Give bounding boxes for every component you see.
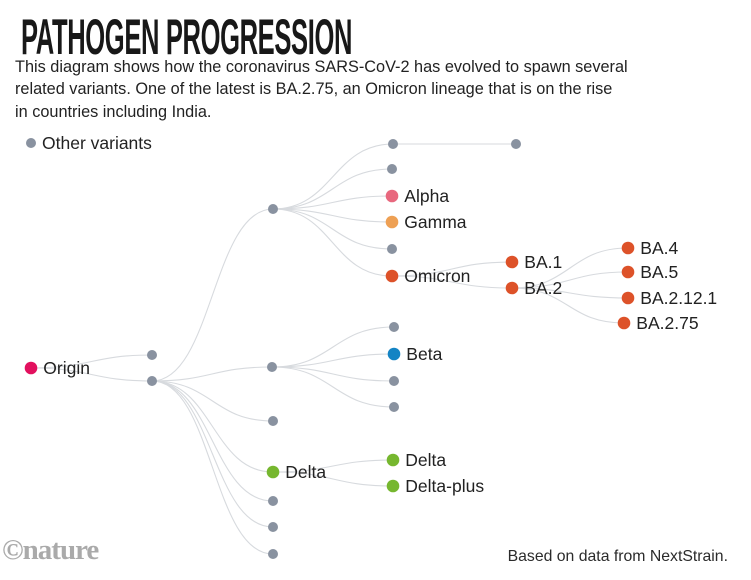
svg-text:BA.2.12.1: BA.2.12.1: [640, 288, 717, 308]
svg-text:BA.5: BA.5: [640, 262, 678, 282]
svg-text:Other variants: Other variants: [42, 133, 152, 153]
svg-text:BA.1: BA.1: [524, 252, 562, 272]
svg-text:BA.2: BA.2: [524, 278, 562, 298]
svg-text:Omicron: Omicron: [404, 266, 470, 286]
svg-text:Gamma: Gamma: [404, 212, 467, 232]
svg-text:BA.2.75: BA.2.75: [636, 313, 698, 333]
svg-text:Delta: Delta: [405, 450, 446, 470]
svg-text:Origin: Origin: [43, 358, 90, 378]
svg-text:Delta-plus: Delta-plus: [405, 476, 484, 496]
svg-text:BA.4: BA.4: [640, 238, 678, 258]
svg-text:Delta: Delta: [285, 462, 326, 482]
svg-text:Beta: Beta: [406, 344, 442, 364]
svg-text:Alpha: Alpha: [404, 186, 449, 206]
